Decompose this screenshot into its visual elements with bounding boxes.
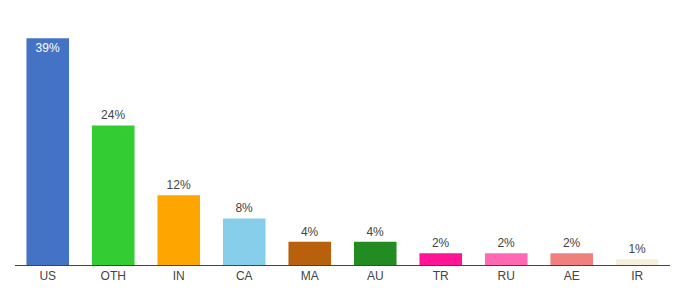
svg-text:OTH: OTH [101,269,126,283]
svg-text:24%: 24% [101,108,125,122]
svg-text:MA: MA [301,269,319,283]
svg-text:4%: 4% [301,225,319,239]
svg-text:39%: 39% [36,41,60,55]
svg-text:US: US [39,269,56,283]
svg-text:8%: 8% [235,201,253,215]
svg-text:4%: 4% [366,225,384,239]
svg-text:1%: 1% [628,242,646,256]
svg-text:2%: 2% [497,236,515,250]
svg-text:AU: AU [367,269,384,283]
svg-text:IR: IR [631,269,643,283]
svg-text:IN: IN [173,269,185,283]
svg-text:2%: 2% [563,236,581,250]
svg-text:RU: RU [498,269,515,283]
svg-text:12%: 12% [167,178,191,192]
svg-text:TR: TR [433,269,449,283]
svg-text:CA: CA [236,269,253,283]
svg-text:AE: AE [564,269,580,283]
svg-text:2%: 2% [432,236,450,250]
